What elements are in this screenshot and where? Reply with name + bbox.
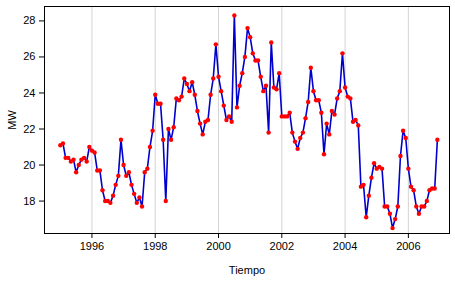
- svg-text:20: 20: [23, 159, 35, 171]
- svg-text:24: 24: [23, 86, 35, 98]
- svg-text:2004: 2004: [333, 240, 357, 252]
- svg-text:MW: MW: [6, 110, 18, 130]
- svg-text:22: 22: [23, 123, 35, 135]
- svg-text:1996: 1996: [80, 240, 104, 252]
- svg-text:Tiempo: Tiempo: [229, 264, 265, 276]
- svg-text:18: 18: [23, 195, 35, 207]
- svg-text:2006: 2006: [396, 240, 420, 252]
- svg-text:1998: 1998: [143, 240, 167, 252]
- svg-text:2002: 2002: [270, 240, 294, 252]
- svg-text:26: 26: [23, 50, 35, 62]
- svg-text:2000: 2000: [206, 240, 230, 252]
- svg-text:28: 28: [23, 14, 35, 26]
